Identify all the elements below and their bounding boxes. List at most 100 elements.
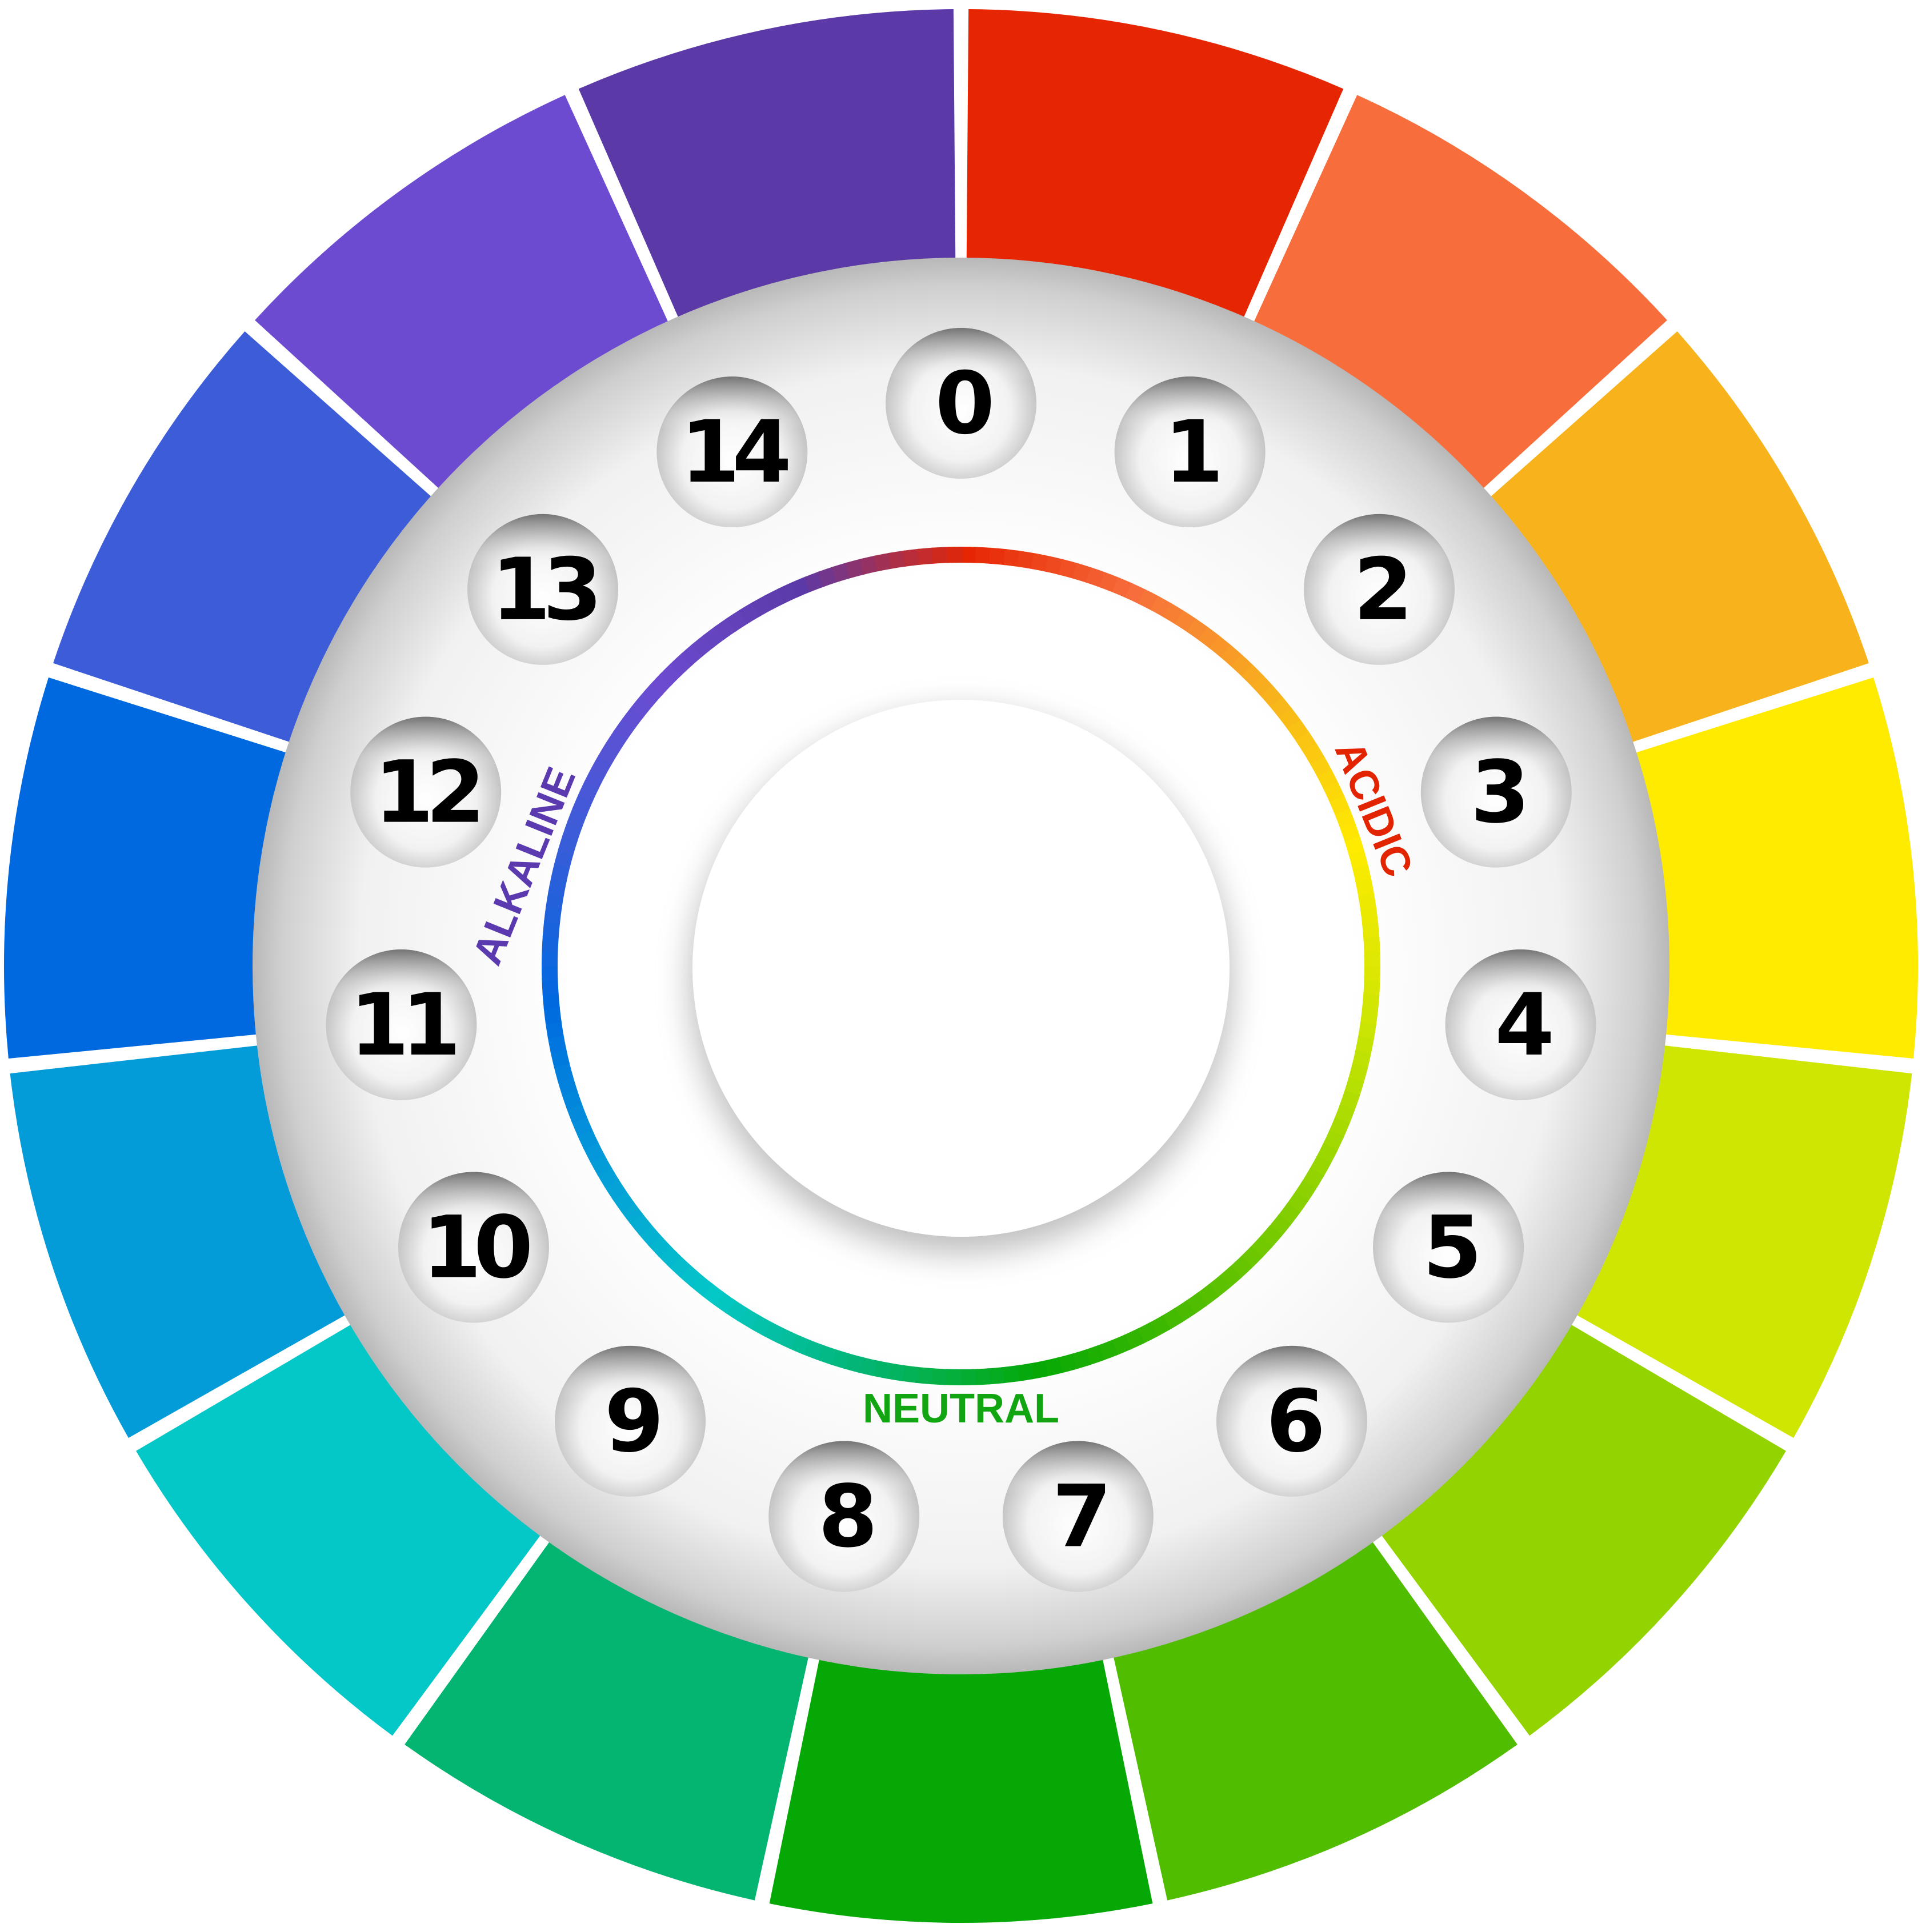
scale-arc-piece [1278,1203,1300,1226]
scale-arc-piece [1340,822,1361,844]
scale-arc-piece [1083,1345,1105,1366]
knob-shade [467,514,619,665]
scale-arc-piece [703,625,726,648]
scale-arc-piece [622,706,644,729]
scale-arc-piece [917,547,935,565]
scale-arc-piece [1344,1077,1364,1098]
scale-arc-piece [1086,567,1107,588]
scale-arc-piece [712,1290,736,1314]
scale-arc-piece [1196,1284,1219,1307]
knob-14: 14 [656,376,808,528]
scale-arc-piece [1241,664,1264,688]
scale-arc-piece [691,634,715,658]
knob-13: 13 [467,514,619,665]
scale-arc-piece [1295,731,1318,755]
scale-arc-piece [829,1349,850,1369]
ph-value-label: 0 [935,354,991,454]
neutral-label: NEUTRAL [863,1386,1059,1432]
knob-9: 9 [555,1345,706,1497]
knob-10: 10 [398,1172,549,1323]
scale-arc-piece [1198,627,1221,650]
knob-shade [1420,716,1572,868]
scale-arc-piece [1335,809,1356,831]
scale-arc-piece [583,1141,605,1163]
scale-arc-piece [1358,1022,1376,1041]
scale-arc-piece [987,1367,1005,1385]
scale-arc-piece [542,992,560,1010]
scale-arc-piece [886,1362,905,1381]
scale-arc-piece [1138,589,1160,611]
ph-value-label: 1 [1164,403,1218,502]
scale-arc-piece [1207,1274,1231,1298]
scale-arc-piece [802,1339,823,1360]
scale-arc-piece [1239,1246,1263,1269]
scale-arc-piece [1031,553,1051,572]
ph-value-label: 5 [1423,1199,1476,1298]
scale-arc-piece [561,1088,582,1110]
scale-arc-piece [1360,1008,1378,1027]
scale-arc-piece [629,1212,652,1236]
scale-arc-piece [1362,922,1380,940]
scale-arc-piece [547,1033,567,1053]
scale-arc-piece [1286,1191,1309,1214]
scale-arc-piece [1162,603,1186,626]
scale-arc-piece [562,820,583,841]
scale-arc-piece [1186,618,1210,642]
scale-arc-piece [915,1366,933,1385]
scale-arc-piece [1352,864,1372,884]
scale-arc-piece [1323,782,1346,804]
scale-arc-piece [739,602,762,624]
knob-7: 7 [1002,1441,1154,1592]
scale-arc-piece [639,684,663,707]
scale-arc-piece [1015,1363,1034,1382]
scale-arc-piece [659,663,683,686]
scale-arc-piece [1172,1300,1196,1323]
scale-arc-piece [668,1254,691,1278]
scale-arc-piece [1294,1180,1317,1203]
ph-value-label: 11 [350,976,455,1075]
scale-arc-piece [1175,610,1198,633]
knob-3: 3 [1420,716,1572,868]
scale-arc-piece [817,566,839,587]
scale-arc-piece [788,1333,810,1355]
scale-arc-piece [1160,1308,1183,1330]
scale-arc-piece [679,1264,702,1288]
knob-12: 12 [350,716,502,868]
scale-arc-piece [542,934,559,952]
scale-arc-piece [714,617,738,640]
scale-arc-piece [613,718,636,741]
scale-arc-piece [638,1223,662,1247]
scale-arc-piece [1363,980,1380,998]
knob-shade [656,376,808,528]
scale-arc-piece [736,1306,760,1329]
scale-arc-piece [1218,1265,1242,1289]
scale-arc-piece [1363,936,1380,955]
scale-arc-piece [548,876,567,896]
scale-arc-piece [550,1048,570,1068]
scale-arc-piece [1302,1167,1324,1191]
knob-shade [398,1172,549,1323]
scale-arc-piece [1058,559,1079,579]
scale-arc-piece [1125,583,1147,605]
scale-arc-piece [1344,836,1365,857]
scale-arc-piece [1358,893,1377,912]
scale-arc-piece [1352,1049,1371,1070]
knob-shade [350,716,502,868]
scale-arc-piece [1317,769,1339,791]
scale-arc-piece [831,562,852,583]
knob-shade [1216,1345,1367,1497]
scale-arc-piece [888,550,907,569]
scale-arc-piece [572,793,594,815]
scale-arc-piece [1150,595,1173,618]
knob-shade [1445,949,1596,1100]
scale-arc-piece [902,548,921,567]
scale-arc-piece [1279,708,1302,731]
scale-arc-piece [1043,1357,1063,1377]
knob-shade [326,949,477,1100]
scale-arc-piece [620,1201,643,1224]
ph-value-label: 14 [680,403,788,502]
scale-arc-piece [775,1327,797,1349]
scale-arc-piece [567,807,588,828]
